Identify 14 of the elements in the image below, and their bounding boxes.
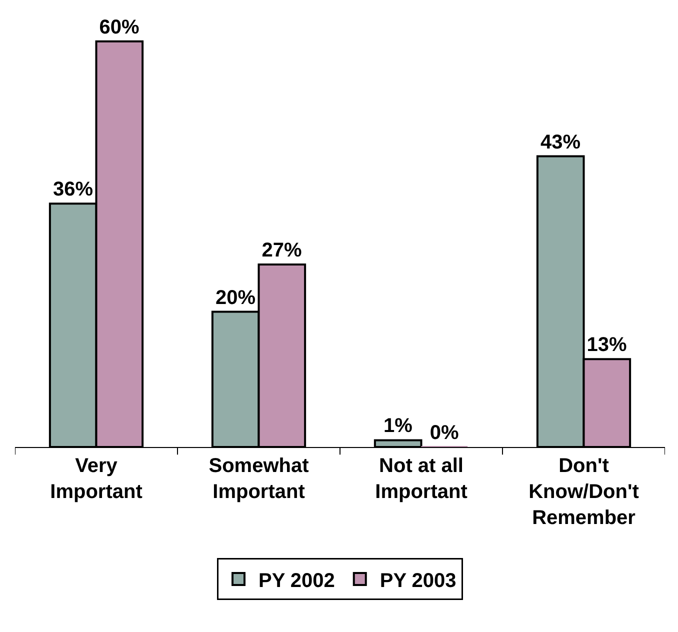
data-label: 43% (540, 131, 581, 154)
x-tick-label: Don't Know/Don't Remember (528, 455, 640, 529)
x-tick-label: Very Important (50, 455, 143, 503)
data-label: 20% (215, 286, 256, 309)
x-tick-label: Somewhat Important (208, 455, 310, 503)
data-label: 0% (430, 422, 459, 444)
data-label: 1% (384, 415, 413, 438)
data-label: 36% (52, 178, 94, 201)
data-label: 27% (262, 239, 302, 262)
data-label: 13% (586, 334, 628, 356)
legend-label: PY 2003 (380, 570, 456, 592)
legend-label: PY 2002 (258, 570, 335, 592)
data-label: 60% (99, 16, 140, 38)
x-tick-label: Not at all Important (375, 455, 468, 503)
